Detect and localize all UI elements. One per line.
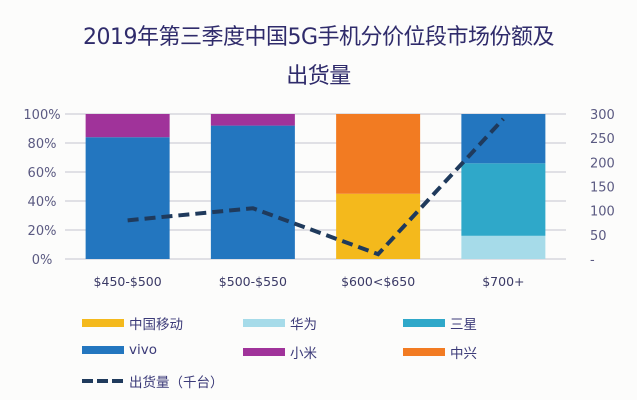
legend-swatch — [82, 346, 124, 354]
y2-tick-label: 300 — [590, 108, 615, 123]
bar-segment — [210, 125, 295, 259]
bar-segment — [85, 137, 170, 259]
bar-segment — [210, 114, 295, 126]
bar-segment — [336, 114, 421, 194]
y-tick-label: 20% — [28, 224, 57, 239]
legend-item-huawei: 华为 — [243, 313, 317, 333]
legend-swatch — [403, 348, 445, 356]
x-tick-label: $500-$550 — [219, 274, 287, 289]
y2-tick-label: 250 — [590, 132, 615, 147]
y2-tick-label: - — [590, 253, 595, 268]
legend-label: 华为 — [290, 317, 317, 333]
chart-title: 2019年第三季度中国5G手机分价位段市场份额及 — [82, 25, 555, 50]
x-tick-label: $700+ — [482, 274, 524, 289]
shipments-line — [127, 117, 505, 257]
bar-segment — [461, 235, 546, 259]
bar-segment — [461, 163, 546, 236]
y2-tick-label: 100 — [590, 205, 615, 220]
legend-item-china-mobile: 中国移动 — [82, 313, 183, 333]
legend-item-xiaomi: 小米 — [243, 342, 317, 362]
bar-segment — [85, 114, 170, 138]
bar-segment — [336, 193, 421, 259]
y-tick-label: 100% — [23, 108, 60, 123]
y2-tick-label: 150 — [590, 181, 615, 196]
bar-segment — [461, 114, 546, 164]
y-tick-label: 40% — [28, 195, 57, 210]
legend-item-shipments: 出货量（千台） — [82, 371, 224, 391]
legend-swatch — [403, 319, 445, 327]
y-tick-label: 0% — [32, 253, 53, 268]
x-tick-label: $600<$650 — [341, 274, 415, 289]
x-tick-label: $450-$500 — [94, 274, 162, 289]
y2-tick-label: 50 — [590, 229, 607, 244]
legend-item-zte: 中兴 — [403, 342, 477, 362]
legend-swatch — [243, 319, 285, 327]
chart-title-line2: 出货量 — [286, 64, 351, 89]
legend-label: 出货量（千台） — [129, 375, 224, 391]
legend-label: 三星 — [450, 317, 477, 333]
legend-swatch — [243, 348, 285, 356]
legend-dash-swatch — [82, 379, 124, 383]
y-tick-label: 80% — [28, 137, 57, 152]
legend-item-vivo: vivo — [82, 342, 157, 358]
legend-item-samsung: 三星 — [403, 313, 477, 333]
y2-tick-label: 200 — [590, 156, 615, 171]
y-tick-label: 60% — [28, 166, 57, 181]
legend-label: 小米 — [290, 346, 317, 362]
legend-swatch — [82, 319, 124, 327]
chart-plot: 0% 20% 40% 60% 80% 100% - 50 100 150 200 250 300 $4… — [23, 108, 615, 289]
legend-label: 中兴 — [450, 346, 477, 362]
legend-label: 中国移动 — [129, 317, 183, 333]
legend-label: vivo — [129, 342, 157, 358]
